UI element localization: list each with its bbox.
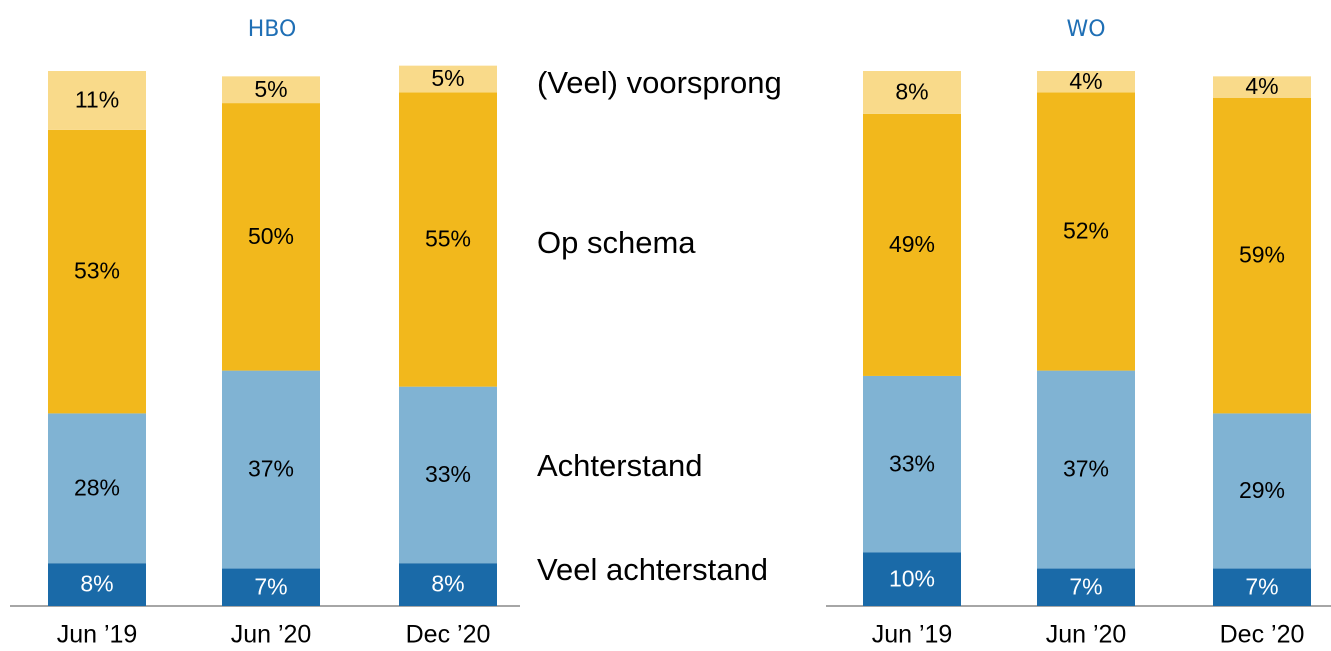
bar-segment [863, 113, 961, 376]
value-label: 53% [74, 258, 120, 284]
bar-segment [48, 413, 146, 564]
bar-segment [1213, 76, 1311, 98]
value-label: 5% [254, 76, 287, 102]
x-tick-label: Jun ’19 [57, 621, 138, 649]
value-label: 55% [425, 226, 471, 252]
bar-segment [1213, 568, 1311, 606]
bar-segment [222, 103, 320, 371]
bar-segment [1037, 370, 1135, 569]
value-label: 33% [889, 450, 935, 476]
value-label: 33% [425, 461, 471, 487]
bar-segment [863, 552, 961, 606]
value-label: 4% [1069, 68, 1102, 94]
bar-segment [222, 370, 320, 569]
bar-segment [399, 563, 497, 606]
value-label: 7% [254, 573, 287, 599]
value-label: 10% [889, 565, 935, 591]
value-label: 8% [895, 78, 928, 104]
value-label: 5% [431, 65, 464, 91]
value-label: 49% [889, 231, 935, 257]
legend-label: Veel achterstand [537, 552, 768, 587]
x-tick-label: Dec ’20 [406, 621, 491, 649]
bar-segment [48, 71, 146, 130]
chart-title: HBO [248, 17, 297, 42]
value-label: 8% [80, 571, 113, 597]
x-tick-label: Jun ’20 [1046, 621, 1127, 649]
bar-segment [863, 71, 961, 114]
bar-segment [1037, 71, 1135, 93]
x-tick-label: Dec ’20 [1220, 621, 1305, 649]
value-label: 37% [1063, 456, 1109, 482]
bar-segment [1037, 92, 1135, 371]
bar-segment [399, 92, 497, 387]
value-label: 59% [1239, 242, 1285, 268]
bar-segment [1037, 568, 1135, 606]
x-tick-label: Jun ’19 [872, 621, 953, 649]
value-label: 11% [75, 87, 119, 113]
bar-segment [399, 65, 497, 93]
legend-label: (Veel) voorsprong [537, 65, 782, 100]
value-label: 7% [1245, 573, 1278, 599]
x-tick-label: Jun ’20 [231, 621, 312, 649]
value-label: 50% [248, 223, 294, 249]
value-label: 37% [248, 456, 294, 482]
bar-segment [399, 386, 497, 564]
legend-label: Op schema [537, 225, 696, 260]
bar-segment [48, 129, 146, 414]
chart-title: WO [1066, 17, 1105, 42]
value-label: 8% [431, 571, 464, 597]
bar-segment [222, 568, 320, 606]
value-label: 4% [1245, 73, 1278, 99]
bar-segment [48, 563, 146, 606]
legend-label: Achterstand [537, 448, 702, 483]
value-label: 52% [1063, 218, 1109, 244]
bar-segment [1213, 97, 1311, 414]
bar-segment [863, 375, 961, 553]
value-label: 29% [1239, 477, 1285, 503]
value-label: 7% [1069, 573, 1102, 599]
bar-segment [1213, 413, 1311, 569]
value-label: 28% [74, 474, 120, 500]
bar-segment [222, 76, 320, 104]
